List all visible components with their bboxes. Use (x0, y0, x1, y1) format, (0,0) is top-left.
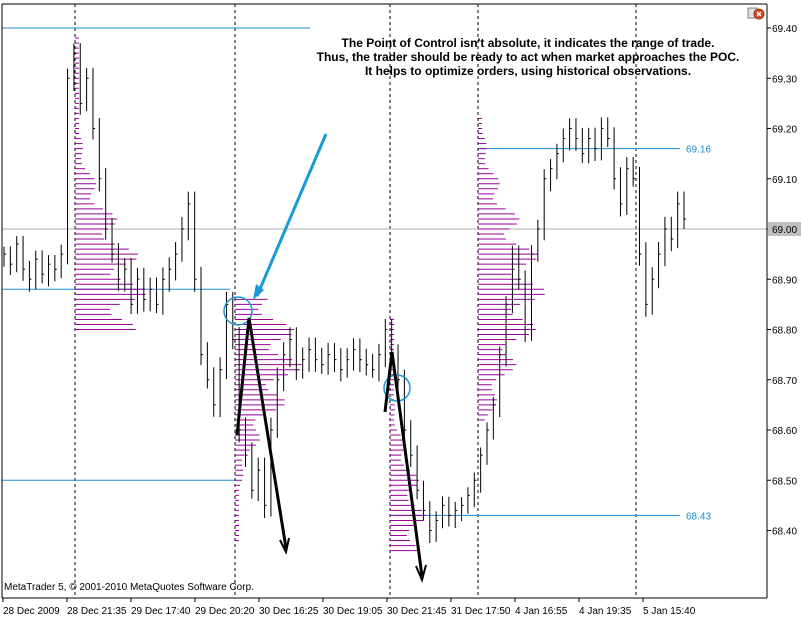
copyright-text: MetaTrader 5, © 2001-2010 MetaQuotes Sof… (4, 582, 254, 593)
volume-profile-1 (75, 37, 146, 330)
arrow-head-1 (279, 537, 290, 555)
x-tick-label-1: 28 Dec 21:35 (67, 606, 127, 617)
x-tick-label-8: 4 Jan 16:55 (515, 606, 568, 617)
price-path-arrow-1 (235, 317, 288, 549)
x-tick-label-3: 29 Dec 20:20 (195, 606, 255, 617)
metatrader-logo-icon[interactable] (746, 5, 766, 21)
y-tick-label-2: 69.20 (772, 125, 797, 136)
annotation-line-2: Thus, the trader should be ready to act … (316, 50, 740, 64)
arrow-head-2 (415, 564, 427, 584)
x-tick-label-2: 29 Dec 17:40 (131, 606, 191, 617)
poc-circle-1 (223, 296, 253, 326)
poc-label-1: 69.16 (686, 145, 711, 156)
y-tick-label-9: 68.50 (772, 476, 797, 487)
x-tick-label-0: 28 Dec 2009 (3, 606, 60, 617)
y-tick-label-1: 69.30 (772, 74, 797, 85)
x-tick-label-6: 30 Dec 21:45 (387, 606, 447, 617)
y-tick-label-7: 68.70 (772, 376, 797, 387)
y-tick-label-8: 68.60 (772, 426, 797, 437)
x-tick-label-5: 30 Dec 19:05 (323, 606, 383, 617)
y-tick-label-3: 69.10 (772, 175, 797, 186)
y-tick-label-6: 68.80 (772, 326, 797, 337)
annotation-line-1: The Point of Control isn't absolute, it … (341, 36, 715, 50)
y-tick-label-4: 69.00 (772, 225, 797, 236)
x-tick-label-7: 31 Dec 17:50 (451, 606, 511, 617)
y-tick-label-0: 69.40 (772, 24, 797, 35)
y-tick-label-5: 68.90 (772, 275, 797, 286)
volume-profile-4 (478, 117, 545, 421)
poc-label-2: 68.43 (686, 511, 711, 522)
annotation-line-3: It helps to optimize orders, using histo… (364, 64, 692, 78)
volume-profile-3 (390, 318, 426, 552)
current-price-box (768, 222, 801, 236)
chart-annotation: The Point of Control isn't absolute, it … (268, 36, 788, 78)
blue-arrow-head (253, 284, 264, 300)
blue-arrow (255, 133, 328, 297)
x-tick-label-4: 30 Dec 16:25 (259, 606, 319, 617)
poc-circle-2 (383, 374, 411, 402)
x-tick-label-10: 5 Jan 15:40 (643, 606, 696, 617)
price-path-arrow-2 (383, 351, 424, 577)
y-tick-label-10: 68.40 (772, 527, 797, 538)
x-tick-label-9: 4 Jan 19:35 (579, 606, 632, 617)
